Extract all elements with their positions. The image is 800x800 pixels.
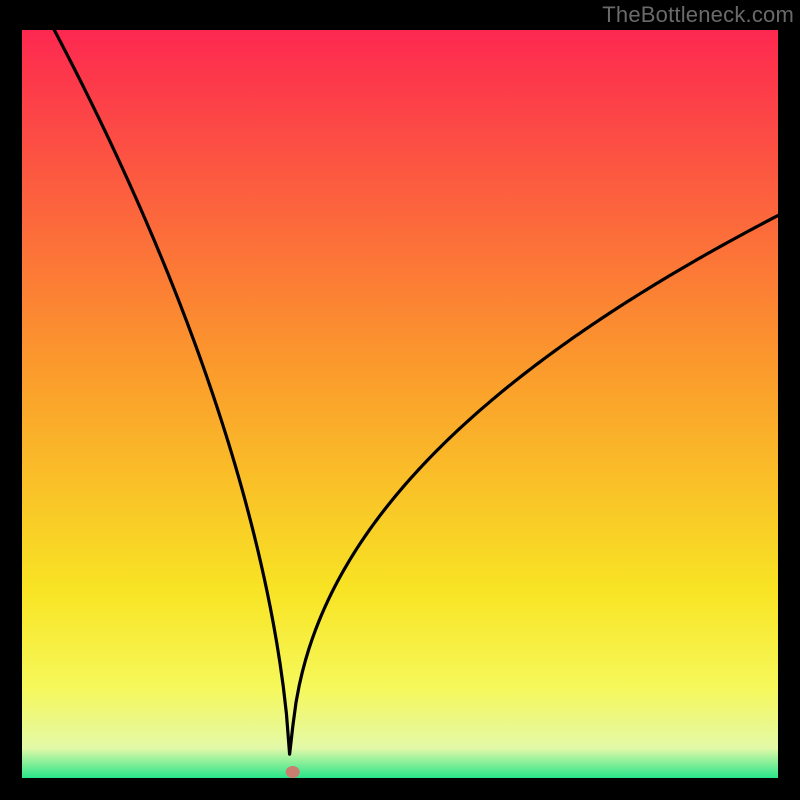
bottleneck-curve bbox=[7, 0, 778, 754]
plot-area bbox=[22, 30, 778, 778]
watermark-text: TheBottleneck.com bbox=[602, 2, 794, 28]
bottleneck-curve-svg bbox=[22, 30, 778, 778]
min-marker bbox=[286, 766, 300, 778]
outer-frame bbox=[0, 0, 800, 800]
